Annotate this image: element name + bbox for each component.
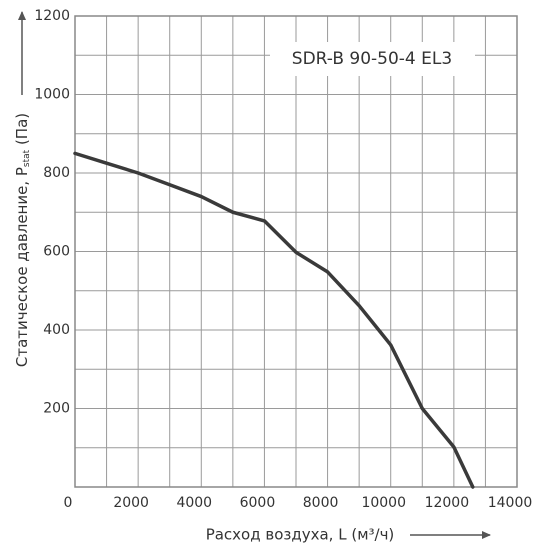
annotation: SDR-B 90-50-4 EL3: [292, 49, 452, 69]
annotation-box: [270, 42, 475, 76]
x-tick-label: 14000: [488, 495, 533, 511]
x-tick-label: 2000: [113, 495, 149, 511]
y-tick-label: 800: [43, 165, 70, 181]
y-label-sub: stat: [22, 149, 32, 167]
x-tick-label: 6000: [240, 495, 276, 511]
y-tick-label: 1200: [34, 8, 70, 24]
y-label-main: Статическое давление, P: [13, 167, 31, 367]
x-tick-label: 0: [64, 495, 73, 511]
plot-frame: [74, 15, 518, 488]
y-tick-label: 1000: [34, 87, 70, 103]
y-axis-label: Статическое давление, Pstat (Па): [13, 113, 32, 367]
x-tick-label: 8000: [303, 495, 339, 511]
x-tick-label: 4000: [176, 495, 212, 511]
y-tick-label: 600: [43, 244, 70, 260]
x-axis-label: Расход воздуха, L (м³/ч): [206, 526, 395, 544]
y-tick-label: 200: [43, 401, 70, 417]
x-tick-label: 12000: [425, 495, 470, 511]
x-tick-label: 10000: [361, 495, 406, 511]
curve: [73, 151, 475, 489]
y-label-unit: (Па): [13, 113, 31, 150]
y-tick-label: 400: [43, 322, 70, 338]
